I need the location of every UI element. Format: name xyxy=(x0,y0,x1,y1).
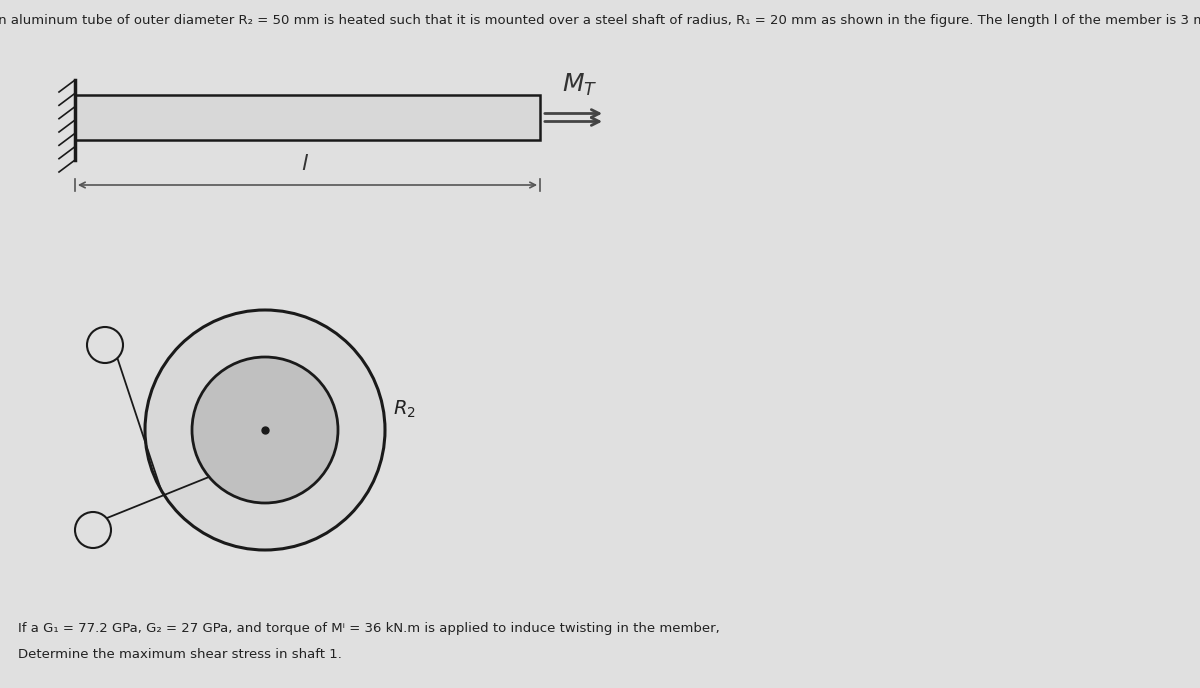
Text: An aluminum tube of outer diameter R₂ = 50 mm is heated such that it is mounted : An aluminum tube of outer diameter R₂ = … xyxy=(0,14,1200,27)
Text: If a G₁ = 77.2 GPa, G₂ = 27 GPa, and torque of Mⁱ = 36 kN.m is applied to induce: If a G₁ = 77.2 GPa, G₂ = 27 GPa, and tor… xyxy=(18,622,720,635)
Circle shape xyxy=(192,357,338,503)
Circle shape xyxy=(145,310,385,550)
Bar xyxy=(74,95,540,140)
Text: $l$: $l$ xyxy=(301,153,310,175)
Text: $M_T$: $M_T$ xyxy=(563,72,598,98)
Text: $R_1$: $R_1$ xyxy=(202,504,224,525)
Text: Determine the maximum shear stress in shaft 1.: Determine the maximum shear stress in sh… xyxy=(18,648,342,661)
Text: $R_2$: $R_2$ xyxy=(392,399,415,420)
Text: 2: 2 xyxy=(100,336,110,354)
Circle shape xyxy=(74,512,112,548)
Circle shape xyxy=(88,327,124,363)
Text: 1: 1 xyxy=(88,521,98,539)
